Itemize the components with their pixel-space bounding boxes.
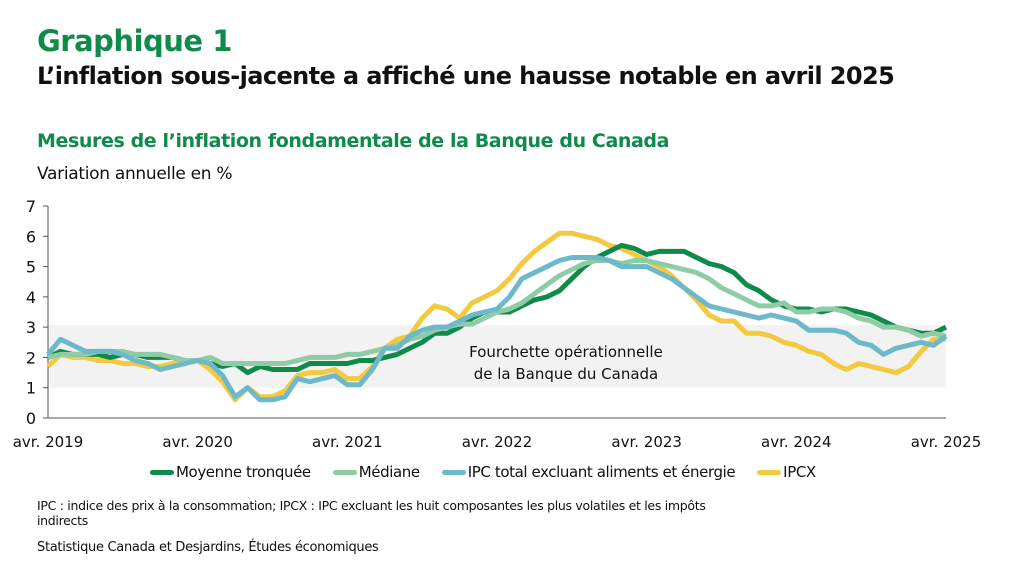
x-tick-label: avr. 2025 <box>911 433 982 451</box>
x-tick-label: avr. 2022 <box>462 433 533 451</box>
legend-label: Médiane <box>358 463 420 481</box>
chart-title: Mesures de l’inflation fondamentale de l… <box>37 130 670 152</box>
x-tick-label: avr. 2020 <box>162 433 233 451</box>
y-axis-label: Variation annuelle en % <box>37 164 233 184</box>
legend: Moyenne tronquée Médiane IPC total exclu… <box>150 463 816 481</box>
legend-label: IPCX <box>783 463 816 481</box>
source: Statistique Canada et Desjardins, Études… <box>37 540 379 555</box>
x-tick-label: avr. 2021 <box>312 433 383 451</box>
legend-label: Moyenne tronquée <box>176 463 311 481</box>
figure-label: Graphique 1 <box>37 24 232 58</box>
x-tick-label: avr. 2019 <box>13 433 84 451</box>
y-tick-label: 7 <box>26 197 36 216</box>
legend-swatch <box>150 469 174 475</box>
y-tick-label: 0 <box>26 409 36 428</box>
footnote: IPC : indice des prix à la consommation;… <box>37 498 706 528</box>
series-line-ipc-total-excluant-aliments-et-nergie <box>46 255 948 403</box>
legend-label: IPC total excluant aliments et énergie <box>467 463 736 481</box>
legend-item-mediane: Médiane <box>332 463 420 481</box>
band-label-line2: de la Banque du Canada <box>474 365 659 383</box>
headline: L’inflation sous-jacente a affiché une h… <box>37 62 895 90</box>
legend-swatch <box>441 469 466 475</box>
y-tick-label: 4 <box>26 288 36 307</box>
band-label-line1: Fourchette opérationnelle <box>469 343 663 361</box>
legend-swatch <box>332 469 357 475</box>
y-tick-label: 5 <box>26 258 36 277</box>
y-tick-label: 6 <box>26 227 36 246</box>
legend-item-ipcx: IPCX <box>757 463 816 481</box>
y-tick-label: 1 <box>26 379 36 398</box>
legend-swatch <box>757 469 782 475</box>
y-tick-label: 3 <box>26 318 36 337</box>
x-tick-label: avr. 2024 <box>761 433 832 451</box>
target-band <box>48 325 946 388</box>
legend-item-moyenne-tronquee: Moyenne tronquée <box>150 463 311 481</box>
x-tick-label: avr. 2023 <box>611 433 682 451</box>
legend-item-ipc-excl: IPC total excluant aliments et énergie <box>441 463 736 481</box>
y-tick-label: 2 <box>26 348 36 367</box>
